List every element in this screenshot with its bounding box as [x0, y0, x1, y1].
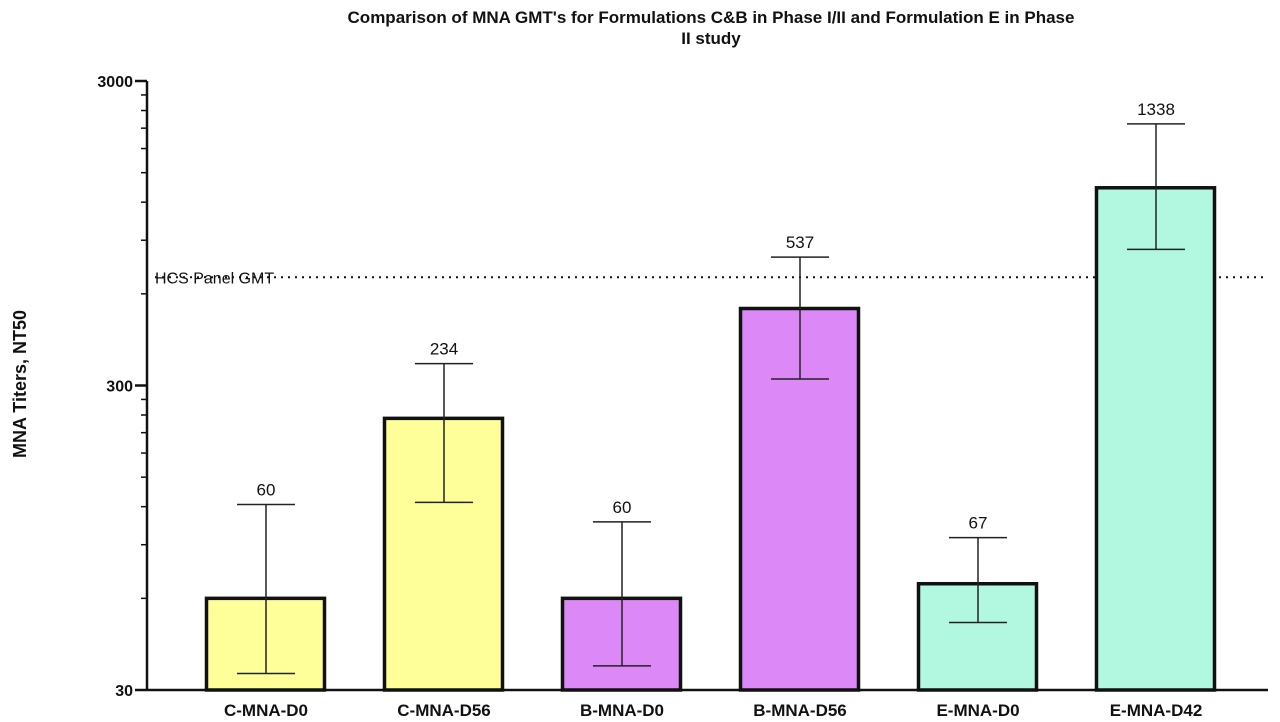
reference-line-label: HCS Panel GMT [155, 270, 274, 287]
x-tick-label-C-MNA-D0: C-MNA-D0 [224, 701, 308, 720]
chart-title-line-1: Comparison of MNA GMT's for Formulations… [347, 8, 1075, 27]
data-label-C-MNA-D56: 234 [430, 340, 458, 359]
data-label-E-MNA-D0: 67 [969, 514, 988, 533]
x-tick-label-B-MNA-D56: B-MNA-D56 [753, 701, 847, 720]
y-axis-title: MNA Titers, NT50 [10, 310, 30, 458]
y-tick-label: 3000 [97, 74, 133, 91]
data-label-B-MNA-D56: 537 [786, 233, 814, 252]
x-tick-label-B-MNA-D0: B-MNA-D0 [580, 701, 664, 720]
x-tick-label-E-MNA-D0: E-MNA-D0 [936, 701, 1019, 720]
y-tick-label: 300 [106, 379, 133, 396]
data-label-E-MNA-D42: 1338 [1137, 100, 1175, 119]
x-tick-label-E-MNA-D42: E-MNA-D42 [1110, 701, 1203, 720]
x-tick-label-C-MNA-D56: C-MNA-D56 [397, 701, 491, 720]
bar-E-MNA-D42 [1094, 186, 1217, 692]
chart-title: Comparison of MNA GMT's for Formulations… [0, 7, 1280, 49]
y-tick-label: 30 [115, 683, 133, 700]
chart-title-line-2: II study [681, 29, 741, 48]
data-label-C-MNA-D0: 60 [257, 480, 276, 499]
data-label-B-MNA-D0: 60 [613, 498, 632, 517]
plot-area: 30 300 3000 HCS Panel GMT 60 C-MNA-D0 234 C-MNA… [97, 74, 1268, 720]
